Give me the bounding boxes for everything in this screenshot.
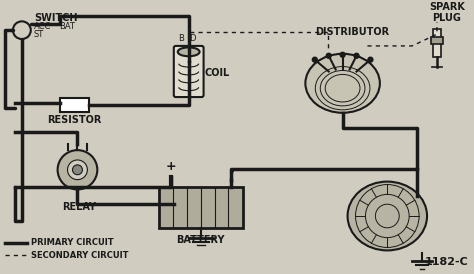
Text: SWITCH: SWITCH xyxy=(34,13,77,23)
Bar xyxy=(433,29,441,57)
Circle shape xyxy=(67,160,87,180)
Circle shape xyxy=(13,21,31,39)
Circle shape xyxy=(312,57,317,62)
Text: COIL: COIL xyxy=(205,68,230,78)
Text: SPARK
PLUG: SPARK PLUG xyxy=(429,2,465,23)
Bar xyxy=(60,98,90,112)
Text: ACC: ACC xyxy=(34,22,51,31)
FancyBboxPatch shape xyxy=(174,46,204,97)
Ellipse shape xyxy=(305,54,380,113)
Circle shape xyxy=(58,150,97,189)
Text: 1182-C: 1182-C xyxy=(425,257,469,267)
Circle shape xyxy=(73,165,82,175)
Text: BAT: BAT xyxy=(60,22,75,31)
Text: RESISTOR: RESISTOR xyxy=(47,115,101,125)
Bar xyxy=(431,37,443,44)
Text: PRIMARY CIRCUIT: PRIMARY CIRCUIT xyxy=(31,238,113,247)
Text: -: - xyxy=(229,167,234,177)
Text: SECONDARY CIRCUIT: SECONDARY CIRCUIT xyxy=(31,251,128,260)
Text: B: B xyxy=(178,33,184,42)
Text: ST: ST xyxy=(34,30,44,39)
Text: DISTRIBUTOR: DISTRIBUTOR xyxy=(316,27,390,37)
Circle shape xyxy=(368,57,373,62)
Text: BATTERY: BATTERY xyxy=(176,235,225,245)
Text: RELAY: RELAY xyxy=(63,202,96,212)
Ellipse shape xyxy=(178,47,200,56)
Bar xyxy=(159,187,243,228)
Text: +: + xyxy=(165,160,176,173)
Text: D: D xyxy=(190,33,196,42)
Circle shape xyxy=(340,52,345,57)
Circle shape xyxy=(354,53,359,58)
Ellipse shape xyxy=(347,182,427,250)
Circle shape xyxy=(326,53,331,58)
